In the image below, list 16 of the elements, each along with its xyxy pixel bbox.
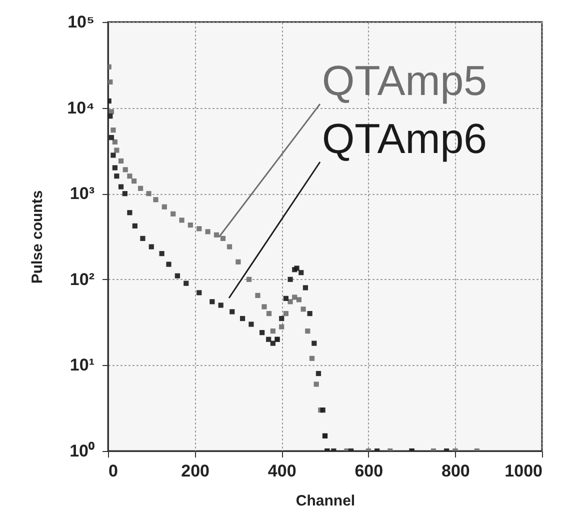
- y-tick-label: 10⁵: [68, 12, 94, 32]
- x-tick-label: 800: [442, 462, 470, 480]
- y-tick-label: 10²: [70, 270, 95, 289]
- text: QTAmp5: [322, 57, 487, 104]
- y-axis-title: Pulse counts: [29, 190, 46, 284]
- y-tick-label: 10³: [70, 184, 95, 204]
- x-tick-label: 1000: [504, 462, 542, 480]
- y-tick-label: 10⁰: [70, 442, 94, 460]
- x-tick-label: 600: [354, 462, 384, 480]
- x-tick-label: 200: [181, 462, 210, 480]
- x-axis-title: Channel: [296, 492, 356, 510]
- x-tick-label: 400: [268, 462, 296, 480]
- y-tick-label: 10⁴: [67, 98, 94, 118]
- y-tick-label: 10¹: [70, 356, 95, 375]
- text: QTAmp6: [322, 115, 487, 162]
- x-tick-label: 0: [108, 462, 118, 480]
